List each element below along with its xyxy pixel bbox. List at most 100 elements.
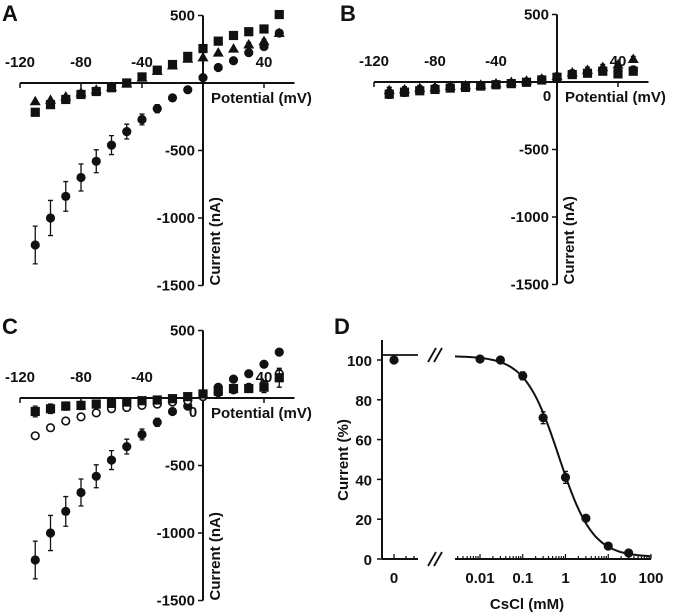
panel-c-filled-circle-point [137, 429, 147, 440]
panel-a-circle-point [213, 62, 223, 73]
panel-a-circle-point [167, 93, 178, 103]
panel-b-square-point [598, 66, 608, 76]
panel-a-square-point [45, 100, 56, 110]
panel-b-triangle-point [582, 64, 593, 74]
dose-response-point [495, 355, 505, 365]
x-tick-label: -120 [5, 54, 35, 71]
dose-response-point [581, 513, 591, 523]
panel-a-triangle-point [167, 59, 178, 70]
panel-c-square-point [259, 382, 269, 392]
dose-response-point [475, 354, 485, 364]
panel-c-open-circle-point [30, 431, 40, 441]
panel-a-circle-point [122, 127, 132, 137]
y-tick-label: -1000 [511, 209, 549, 226]
dose-response-point [624, 548, 634, 558]
top-break-mark [427, 347, 443, 363]
x-axis-label: Potential (mV) [211, 405, 312, 422]
panel-a-circle-point [91, 156, 101, 166]
x-tick-label: 10 [600, 570, 617, 587]
dose-response-point [603, 541, 613, 551]
panel-c-square-point [76, 400, 86, 411]
x-axis-break-mark [427, 551, 443, 567]
panel-a-circle-point [137, 114, 147, 125]
y-tick-label: -500 [165, 143, 195, 160]
panel-c-filled-circle-point [106, 455, 117, 465]
panel-c-square-point [244, 383, 254, 394]
panel-a-triangle-point [228, 43, 239, 53]
panel-a-triangle-point [273, 27, 285, 38]
panel-a-circle-point [106, 140, 117, 150]
panel-c-square-point [167, 394, 178, 404]
x-tick-label: 40 [256, 54, 273, 71]
dose-response-point [538, 413, 548, 423]
panel-a-square-point [213, 36, 223, 46]
dose-response-point [518, 371, 528, 381]
panel-c-filled-circle-point [45, 528, 56, 538]
x-axis-label: Potential (mV) [211, 90, 312, 107]
y-tick-label: -1500 [511, 277, 549, 294]
panel-a-triangle-point [212, 47, 224, 57]
panel-a-chart: -120 -80 -40 40 500 -500 -1000 -1500 Potential (… [5, 8, 312, 295]
panel-c-square-point [45, 404, 56, 414]
panel-a-triangle-point [151, 65, 163, 75]
panel-a-triangle-point [75, 86, 87, 97]
panel-c-filled-circle-point [244, 369, 254, 379]
panel-a-circle-point [152, 104, 162, 114]
panel-c-filled-circle-point [274, 347, 284, 357]
y-tick-label: 100 [347, 353, 372, 370]
panel-label-c: C [2, 314, 18, 339]
panel-c-square-point [228, 383, 239, 394]
panel-a-circle-point [198, 73, 208, 83]
panel-a-square-point [244, 27, 254, 37]
panel-a-square-point [259, 24, 269, 34]
panel-b-triangle-point [460, 79, 471, 90]
y-tick-label: 60 [355, 433, 372, 450]
y-tick-label: -1500 [157, 278, 195, 295]
x-tick-label: -80 [424, 53, 446, 70]
panel-b-triangle-point [536, 73, 548, 83]
panel-a-circle-point [45, 213, 56, 223]
panel-b-square-point [384, 89, 394, 99]
x-tick-label: 0.01 [465, 570, 494, 587]
panel-label-d: D [334, 314, 350, 339]
panel-a-circle-point [76, 172, 86, 183]
panel-c-square-point [183, 392, 193, 402]
panel-b-triangle-point [521, 75, 532, 85]
panel-a-square-point [198, 43, 208, 54]
y-axis-label: Current (nA) [561, 196, 578, 284]
x-tick-label: -40 [131, 54, 153, 71]
panel-b-triangle-point [475, 79, 487, 89]
panel-b-triangle-point [612, 58, 624, 69]
panel-a-triangle-point [45, 94, 56, 104]
panel-a-triangle-point [197, 51, 209, 62]
panel-c-filled-circle-point [152, 417, 162, 427]
panel-c-filled-circle-point [61, 506, 71, 516]
panel-a-triangle-point [121, 78, 133, 88]
panel-a-triangle-point [243, 39, 255, 49]
x-tick-label: 100 [638, 570, 663, 587]
panel-b-triangle-point [490, 77, 502, 88]
panel-a-circle-point [183, 85, 193, 95]
panel-b-triangle-point [597, 61, 609, 72]
panel-c-filled-circle-point [30, 555, 40, 565]
y-tick-label: 500 [170, 8, 195, 25]
x-tick-label: 40 [256, 369, 273, 386]
y-tick-label: -1500 [157, 593, 195, 610]
panel-b-triangle-point [627, 53, 639, 64]
panel-c-chart: -120 -80 -40 0 40 500 -500 -1000 -1500 Potential … [5, 323, 312, 610]
panel-c-open-circle-point [76, 412, 86, 422]
panel-b-triangle-point [399, 83, 410, 94]
panel-a-triangle-point [60, 91, 72, 101]
panel-a-triangle-point [182, 53, 194, 63]
panel-c-filled-circle-point [259, 359, 269, 369]
y-axis-label: Current (nA) [207, 512, 224, 600]
dose-response-point [560, 472, 571, 483]
control-point [389, 355, 399, 365]
x-tick-label: 0 [390, 570, 398, 587]
x-axis-label: Potential (mV) [565, 89, 666, 106]
x-tick-label: -80 [70, 54, 92, 71]
panel-c-filled-circle-point [122, 442, 132, 452]
panel-b-triangle-point [383, 84, 395, 95]
x-tick-label: 1 [561, 570, 569, 587]
panel-b-triangle-point [414, 82, 426, 93]
